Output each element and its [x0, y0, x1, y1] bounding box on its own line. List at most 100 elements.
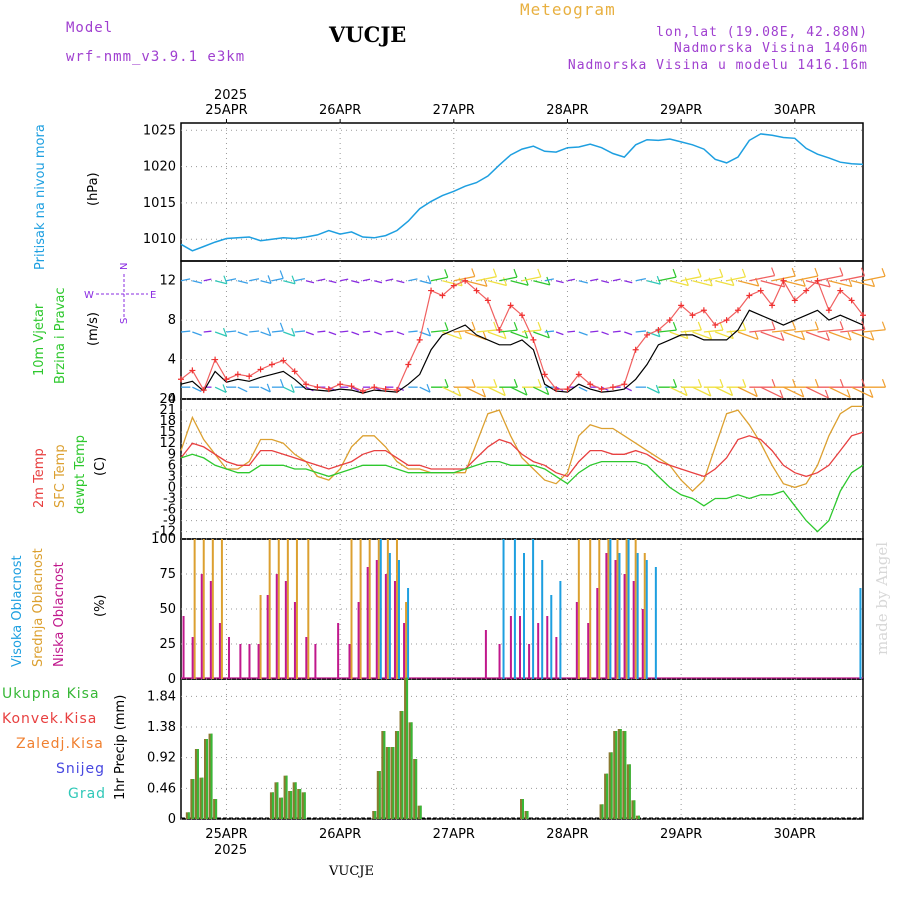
wind-barb	[214, 331, 227, 337]
y-tick-label: -6	[163, 503, 176, 518]
wind-barb-flag	[291, 275, 296, 284]
wind-barb	[510, 386, 528, 396]
wind-barb	[374, 280, 383, 284]
wind-barb-flag	[771, 321, 776, 330]
y-tick-label: 1025	[143, 123, 176, 138]
wind-barb-flag	[780, 332, 785, 341]
wind-barb	[294, 278, 305, 282]
wind-barb	[249, 330, 260, 333]
wind-barb-flag	[881, 378, 887, 388]
low-cloud-bar	[623, 574, 626, 679]
wind-gust-marker	[678, 302, 685, 309]
wind-barb	[237, 280, 249, 284]
legend-frozen-precip: Zaledj.Kisa	[16, 736, 104, 752]
wind-barb-flag	[870, 331, 875, 341]
wind-barb	[533, 331, 550, 339]
wind-barb-flag	[814, 378, 819, 388]
wind-barb	[192, 280, 203, 284]
precip-unit: 1hr Precip (mm)	[113, 695, 128, 800]
mid-cloud-bar	[211, 539, 214, 679]
wind-barb-flag	[222, 384, 227, 393]
wind-barb-flag	[869, 389, 874, 398]
wind-barb	[499, 276, 518, 282]
wind-gust-marker	[200, 387, 207, 394]
wind-barb	[578, 386, 588, 392]
wind-barb	[442, 386, 461, 397]
wind-gust-marker	[791, 297, 798, 304]
mid-cloud-bar	[286, 539, 289, 679]
wind-gust-marker	[723, 317, 730, 324]
precip-bar-total	[387, 747, 390, 819]
wind-barb-flag	[771, 267, 776, 276]
wind-barb	[305, 280, 315, 284]
precip-bar-total	[606, 773, 609, 819]
footer-station: VUCJE	[328, 864, 374, 879]
wind-barb	[430, 276, 448, 282]
wind-barb	[578, 331, 588, 336]
wind-gust-marker	[405, 361, 412, 368]
wind-barb-flag	[537, 268, 542, 278]
wind-gust-marker	[644, 331, 651, 338]
wind-barb	[714, 386, 733, 397]
high-cloud-bar	[513, 539, 516, 679]
precip-bar-total	[415, 759, 418, 819]
wind-barb-flag	[753, 388, 758, 397]
mid-cloud-bar	[202, 539, 205, 679]
wind-gust-marker	[280, 357, 287, 364]
y-tick-label: -9	[163, 514, 176, 529]
wind-gust-marker	[825, 307, 832, 314]
precip-bar-total	[619, 729, 622, 819]
wind-barb	[533, 280, 550, 286]
wind-barb-flag	[444, 378, 449, 388]
compass-south: S	[119, 318, 130, 324]
high-cloud-bar	[397, 560, 400, 679]
y-tick-label: 0	[168, 480, 176, 495]
wind-barb	[805, 331, 830, 342]
high-cloud-bar	[523, 553, 525, 679]
wind-barb	[851, 280, 875, 288]
low-cloud-label: Niska Oblacnost	[52, 562, 67, 667]
wind-gust-marker	[609, 384, 616, 391]
legend-total-precip: Ukupna Kisa	[2, 686, 100, 702]
low-cloud-bar	[284, 581, 287, 679]
wind-barb-flag	[426, 383, 431, 393]
wind-barb-flag	[471, 268, 476, 277]
y-tick-label: 4	[168, 353, 176, 368]
wind-barb	[317, 330, 326, 333]
wind-barb	[510, 280, 529, 286]
wind-barb	[396, 280, 405, 284]
wind-barb	[862, 275, 886, 282]
wind-barb	[612, 330, 621, 333]
compass-west: W	[84, 290, 94, 301]
wind-gust-marker	[655, 327, 662, 333]
wind-barb-flag	[481, 388, 486, 398]
wind-barb	[862, 329, 886, 333]
wind-gust-marker	[746, 292, 753, 299]
wind-barb-flag	[513, 268, 518, 278]
wind-barb	[612, 278, 621, 282]
mid-cloud-bar	[377, 539, 380, 679]
wind-barb	[237, 386, 248, 393]
precip-bar-total	[610, 752, 613, 819]
wind-barb	[180, 330, 191, 333]
wind-gust-marker	[234, 371, 241, 378]
wind-barb-flag	[825, 332, 830, 341]
low-cloud-bar	[248, 644, 251, 679]
low-cloud-bar	[337, 623, 340, 679]
wind-barb-flag	[290, 384, 295, 393]
y-tick-label: 25	[159, 637, 176, 652]
wind-barb	[737, 331, 759, 340]
wind-barb-flag	[861, 378, 866, 388]
low-cloud-bar	[266, 595, 269, 679]
compass-north: N	[119, 263, 130, 270]
wind-barb	[465, 280, 488, 287]
wind-barb-flag	[839, 321, 844, 330]
wind-barb	[521, 329, 542, 333]
wind-barb	[351, 280, 360, 284]
time-label-bottom: 27APR	[433, 827, 475, 842]
wind-barb-flag	[501, 387, 506, 396]
wind-gust-marker	[212, 356, 219, 363]
wind-gust-marker	[246, 373, 253, 380]
cloud-unit: (%)	[93, 595, 108, 618]
legend-hail: Grad	[68, 786, 107, 802]
